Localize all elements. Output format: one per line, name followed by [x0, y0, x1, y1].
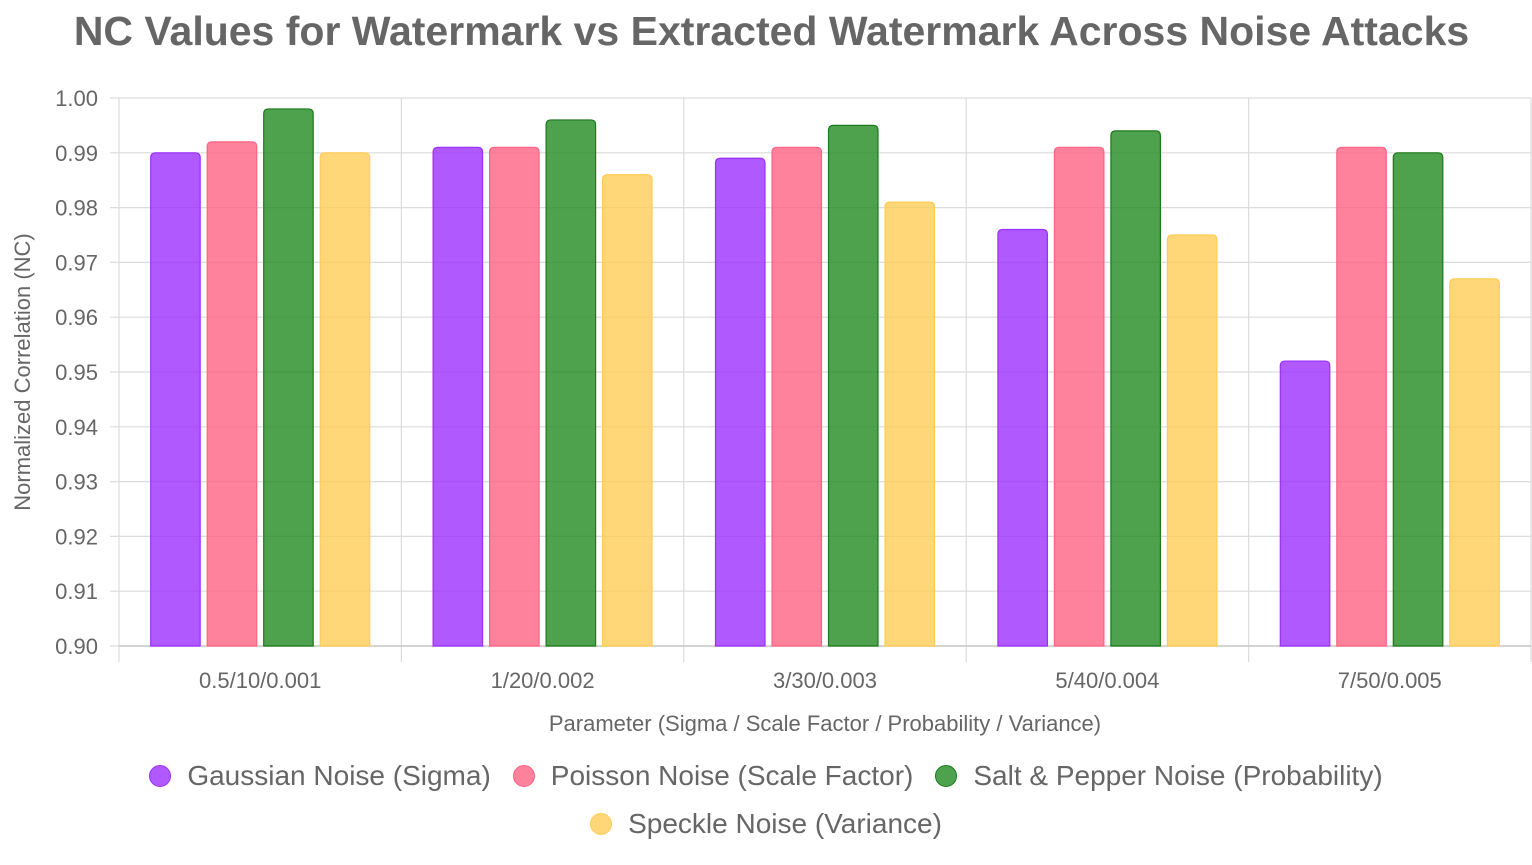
legend-label-poisson: Poisson Noise (Scale Factor): [550, 760, 914, 791]
bar-speckle-3[interactable]: [1166, 234, 1218, 647]
y-tick-label: 0.91: [55, 579, 98, 604]
legend-item-poisson[interactable]: Poisson Noise (Scale Factor): [512, 760, 914, 792]
bar-poisson-1[interactable]: [489, 146, 540, 647]
y-tick-label: 0.93: [55, 470, 98, 495]
x-tick-label: 7/50/0.005: [1338, 668, 1442, 693]
legend-label-speckle: Speckle Noise (Variance): [628, 808, 942, 839]
legend-item-salt-pepper[interactable]: Salt & Pepper Noise (Probability): [935, 760, 1383, 792]
bar-salt-1[interactable]: [545, 119, 597, 647]
chart-title: NC Values for Watermark vs Extracted Wat…: [73, 8, 1470, 54]
legend: Gaussian Noise (Sigma) Poisson Noise (Sc…: [0, 760, 1532, 792]
y-tick-label: 1.00: [55, 86, 98, 111]
bar-salt-0[interactable]: [263, 108, 314, 647]
x-axis-ticks: 0.5/10/0.001 1/20/0.002 3/30/0.003 5/40/0.0…: [199, 668, 1442, 693]
x-tick-label: 5/40/0.004: [1055, 668, 1159, 693]
legend-second-row: Speckle Noise (Variance): [0, 808, 1532, 840]
bar-speckle-4[interactable]: [1449, 278, 1500, 647]
y-tick-label: 0.95: [55, 360, 98, 385]
bar-poisson-0[interactable]: [206, 141, 258, 647]
bar-speckle-1[interactable]: [602, 174, 653, 647]
bar-poisson-2[interactable]: [771, 146, 823, 647]
x-axis-label: Parameter (Sigma / Scale Factor / Probab…: [549, 711, 1101, 736]
x-tick-label: 0.5/10/0.001: [199, 668, 321, 693]
bar-gaussian-1[interactable]: [432, 146, 484, 647]
bar-speckle-0[interactable]: [319, 152, 371, 647]
bar-gaussian-3[interactable]: [997, 228, 1048, 647]
bar-gaussian-2[interactable]: [714, 157, 766, 647]
legend-swatch-speckle: [590, 813, 613, 835]
legend-swatch-gaussian: [149, 765, 172, 787]
legend-swatch-poisson: [512, 765, 535, 787]
bar-poisson-4[interactable]: [1336, 146, 1387, 647]
legend-swatch-salt-pepper: [935, 765, 958, 787]
y-tick-label: 0.90: [55, 634, 98, 659]
bars: [150, 108, 1500, 647]
y-tick-label: 0.97: [55, 250, 98, 275]
bar-salt-4[interactable]: [1392, 152, 1444, 647]
x-tick-label: 1/20/0.002: [491, 668, 595, 693]
y-tick-label: 0.92: [55, 524, 98, 549]
y-tick-label: 0.94: [55, 415, 98, 440]
legend-item-speckle[interactable]: Speckle Noise (Variance): [590, 808, 942, 840]
legend-label-gaussian: Gaussian Noise (Sigma): [187, 760, 491, 791]
bar-gaussian-4[interactable]: [1279, 360, 1331, 647]
bar-gaussian-0[interactable]: [150, 152, 201, 647]
bar-salt-3[interactable]: [1110, 130, 1161, 647]
y-tick-label: 0.99: [55, 141, 98, 166]
bar-speckle-2[interactable]: [884, 201, 936, 647]
legend-label-salt-pepper: Salt & Pepper Noise (Probability): [973, 760, 1383, 791]
x-tick-label: 3/30/0.003: [773, 668, 877, 693]
bar-poisson-3[interactable]: [1053, 146, 1105, 647]
y-tick-label: 0.96: [55, 305, 98, 330]
bar-salt-2[interactable]: [827, 124, 879, 647]
y-tick-label: 0.98: [55, 196, 98, 221]
legend-item-gaussian[interactable]: Gaussian Noise (Sigma): [149, 760, 491, 792]
y-axis-ticks: 0.90 0.91 0.92 0.93 0.94 0.95 0.96 0.97 0.98 0.99…: [55, 86, 98, 659]
y-axis-label: Normalized Correlation (NC): [10, 233, 35, 511]
